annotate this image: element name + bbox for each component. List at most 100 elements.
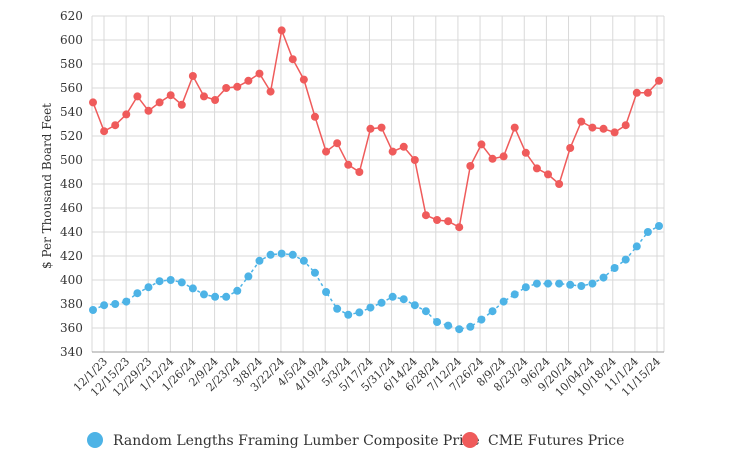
y-tick-label: 360 xyxy=(60,321,83,335)
y-tick-label: 440 xyxy=(60,225,83,239)
data-point-futures xyxy=(588,123,597,132)
data-point-futures xyxy=(421,211,430,220)
data-point-composite xyxy=(444,321,453,330)
data-point-composite xyxy=(488,307,497,316)
data-point-composite xyxy=(499,297,508,306)
data-point-composite xyxy=(333,304,342,313)
series xyxy=(89,26,663,334)
data-point-composite xyxy=(233,286,242,295)
data-point-futures xyxy=(544,170,553,179)
data-point-composite xyxy=(322,288,331,296)
data-point-futures xyxy=(377,123,386,132)
data-point-composite xyxy=(521,283,530,292)
data-point-composite xyxy=(100,301,109,310)
data-point-composite xyxy=(410,301,419,310)
data-point-composite xyxy=(599,273,608,282)
data-point-futures xyxy=(133,92,142,101)
y-tick-label: 560 xyxy=(60,81,83,95)
data-point-composite xyxy=(288,250,297,259)
data-point-composite xyxy=(344,310,353,319)
data-point-composite xyxy=(655,222,663,230)
data-point-futures xyxy=(333,139,342,148)
data-point-futures xyxy=(177,100,186,109)
data-point-composite xyxy=(144,283,153,292)
data-point-composite xyxy=(255,256,264,265)
data-point-futures xyxy=(566,144,575,152)
series-line-futures xyxy=(92,27,660,229)
data-point-futures xyxy=(233,82,242,91)
data-point-futures xyxy=(521,148,530,157)
data-point-composite xyxy=(510,290,519,299)
data-point-futures xyxy=(366,124,375,133)
data-point-futures xyxy=(655,76,663,85)
data-point-composite xyxy=(621,255,630,264)
data-point-futures xyxy=(532,164,541,173)
data-point-futures xyxy=(477,140,486,149)
data-point-composite xyxy=(366,303,375,312)
data-point-futures xyxy=(599,124,608,133)
data-point-composite xyxy=(388,292,397,301)
data-point-futures xyxy=(621,121,630,130)
y-tick-label: 380 xyxy=(60,297,83,311)
data-point-composite xyxy=(222,292,231,301)
data-point-composite xyxy=(355,308,364,317)
data-point-composite xyxy=(632,242,641,251)
data-point-futures xyxy=(266,87,275,96)
y-tick-label: 480 xyxy=(60,177,83,191)
data-point-composite xyxy=(277,249,286,258)
legend-marker-composite xyxy=(87,432,103,448)
data-point-futures xyxy=(355,168,364,176)
data-point-composite xyxy=(89,306,97,314)
data-point-futures xyxy=(188,72,197,80)
data-point-futures xyxy=(211,96,220,104)
y-tick-label: 620 xyxy=(60,9,83,23)
data-point-composite xyxy=(111,300,120,308)
data-point-futures xyxy=(166,91,175,100)
data-point-composite xyxy=(588,279,597,288)
data-point-futures xyxy=(122,110,131,119)
data-point-composite xyxy=(299,256,308,265)
data-point-futures xyxy=(244,76,253,85)
data-point-composite xyxy=(433,318,442,326)
data-point-composite xyxy=(421,307,430,316)
data-point-composite xyxy=(466,322,475,331)
legend: Random Lengths Framing Lumber Composite … xyxy=(87,432,624,449)
data-point-futures xyxy=(410,156,419,164)
y-tick-label: 460 xyxy=(60,201,83,215)
data-point-composite xyxy=(199,290,208,299)
data-point-composite xyxy=(643,228,652,236)
data-point-futures xyxy=(499,152,508,161)
data-point-futures xyxy=(444,217,453,226)
data-point-composite xyxy=(266,250,275,259)
data-point-futures xyxy=(322,147,331,156)
data-point-futures xyxy=(111,121,120,130)
y-tick-label: 540 xyxy=(60,105,83,119)
data-point-composite xyxy=(188,284,197,293)
data-point-composite xyxy=(310,268,319,277)
data-point-futures xyxy=(455,223,464,232)
data-point-composite xyxy=(166,276,175,284)
data-point-composite xyxy=(455,325,464,334)
data-point-futures xyxy=(399,142,408,151)
data-point-futures xyxy=(222,84,231,92)
y-tick-label: 600 xyxy=(60,33,83,47)
data-point-composite xyxy=(155,277,164,286)
data-point-composite xyxy=(477,315,486,324)
data-point-futures xyxy=(643,88,652,97)
series-line-composite xyxy=(92,225,660,330)
data-point-composite xyxy=(577,282,586,290)
grid xyxy=(91,15,665,353)
data-point-composite xyxy=(122,297,131,306)
data-point-composite xyxy=(610,264,619,272)
y-tick-label: 500 xyxy=(60,153,83,167)
data-point-futures xyxy=(632,88,641,97)
data-point-futures xyxy=(255,69,264,78)
data-point-composite xyxy=(244,272,253,281)
y-tick-label: 340 xyxy=(60,345,83,359)
legend-label-futures: CME Futures Price xyxy=(488,433,624,449)
y-tick-label: 580 xyxy=(60,57,83,71)
y-tick-label: 400 xyxy=(60,273,83,287)
data-point-futures xyxy=(488,154,497,163)
legend-label-composite: Random Lengths Framing Lumber Composite … xyxy=(113,433,480,449)
